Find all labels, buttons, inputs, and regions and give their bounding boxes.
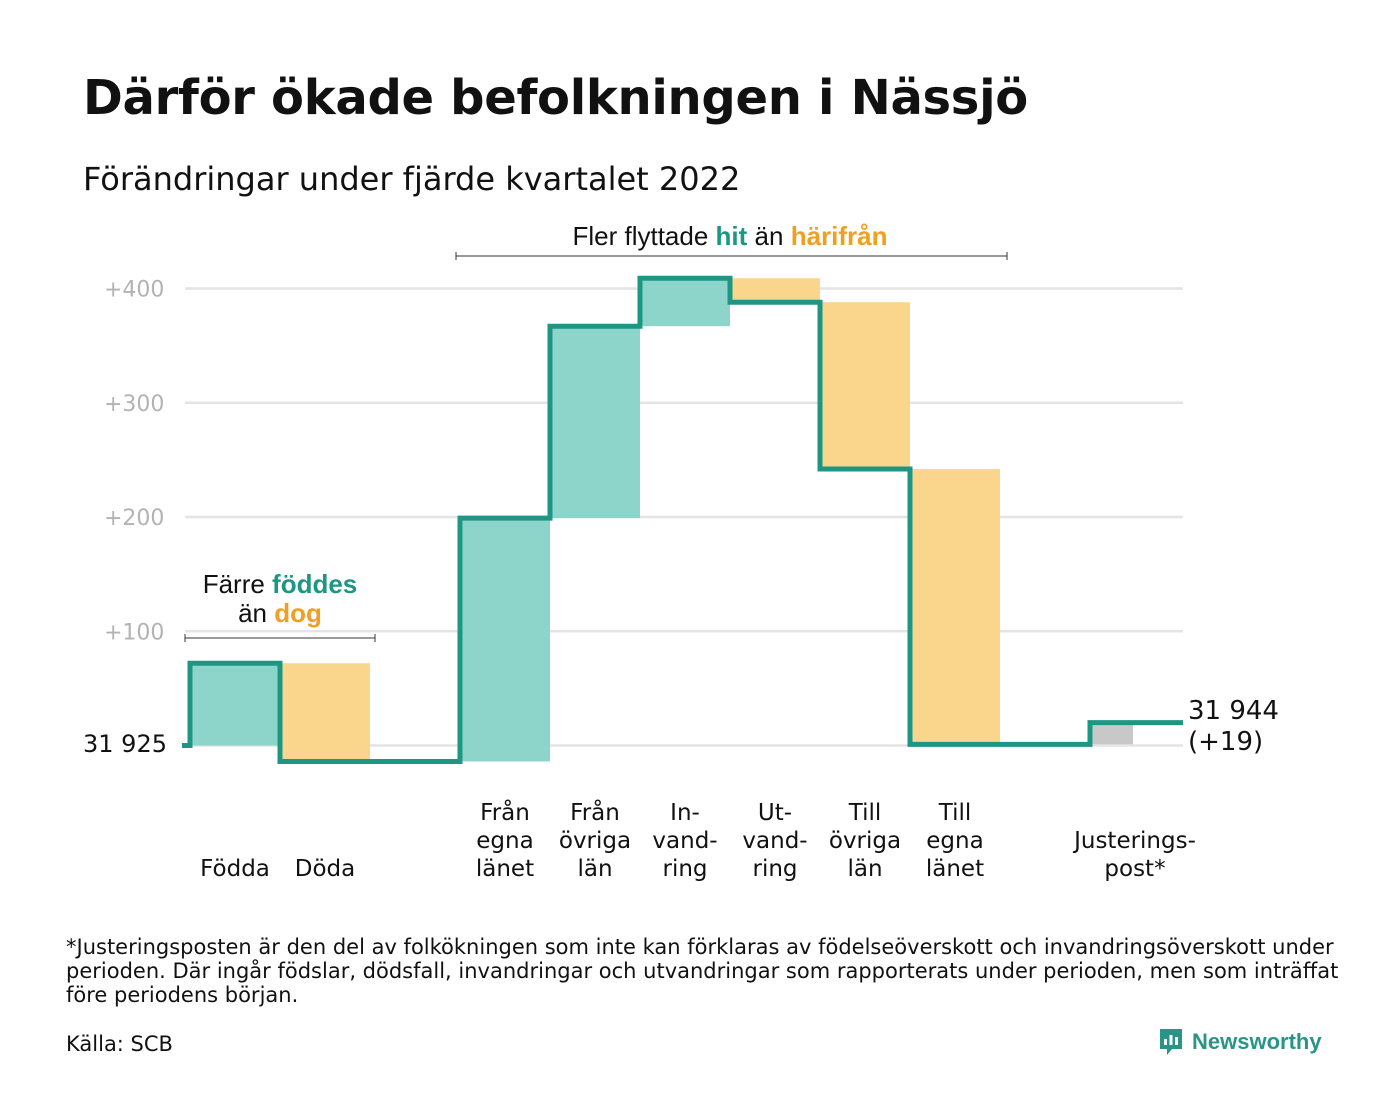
category-label: Födda — [200, 856, 270, 882]
annotation-part: än — [747, 221, 790, 251]
y-tick-label: +400 — [104, 278, 164, 303]
cumulative-step-line — [182, 275, 1183, 764]
end-value-label: 31 944 — [1188, 696, 1279, 726]
start-value-label: 31 925 — [83, 730, 167, 758]
annotation-part: Färre — [203, 569, 272, 599]
category-label: övriga — [559, 828, 631, 854]
brand-name: Newsworthy — [1192, 1029, 1322, 1054]
category-label: egna — [926, 828, 983, 854]
bar — [640, 278, 730, 327]
annotation-part: härifrån — [791, 221, 888, 251]
category-label: länet — [926, 856, 984, 882]
category-label: län — [577, 856, 612, 882]
bar — [460, 518, 550, 762]
annotation-births-deaths: Färre föddes — [203, 569, 358, 599]
bar — [550, 326, 640, 519]
y-tick-label: +300 — [104, 392, 164, 417]
y-tick-label: +100 — [104, 620, 164, 645]
annotation-part: dog — [274, 598, 322, 628]
category-label: ring — [752, 856, 797, 882]
annotation-part: föddes — [272, 569, 357, 599]
y-tick-label: +200 — [104, 506, 164, 531]
category-label: post* — [1104, 856, 1165, 882]
source-note: Källa: SCB — [66, 1032, 173, 1056]
bar — [730, 278, 820, 303]
footnote: *Justeringsposten är den del av folkökni… — [66, 935, 1339, 1007]
bar — [910, 469, 1000, 745]
bar — [190, 663, 280, 746]
category-label: Justerings- — [1072, 828, 1196, 854]
page-subtitle: Förändringar under fjärde kvartalet 2022 — [83, 160, 741, 198]
category-label: egna — [476, 828, 533, 854]
page-title: Därför ökade befolkningen i Nässjö — [83, 70, 1028, 126]
category-label: Ut- — [758, 800, 792, 826]
category-label: vand- — [742, 828, 807, 854]
bar — [820, 302, 910, 470]
category-label: Döda — [295, 856, 355, 882]
category-label: övriga — [829, 828, 901, 854]
category-label: länet — [476, 856, 534, 882]
annotation-births-deaths-line2: än dog — [238, 598, 322, 628]
bar — [280, 663, 370, 762]
category-label: län — [847, 856, 882, 882]
annotation-migration: Fler flyttade hit än härifrån — [572, 221, 887, 251]
newsworthy-logo-icon — [1160, 1029, 1182, 1055]
brand-logo: Newsworthy — [1158, 1027, 1322, 1057]
annotation-part: än — [238, 598, 274, 628]
category-label: Från — [570, 798, 620, 826]
category-label: Från — [480, 798, 530, 826]
category-label: Till — [848, 800, 882, 826]
category-label: In- — [670, 800, 700, 826]
step-line — [182, 275, 1183, 764]
category-label: ring — [662, 856, 707, 882]
bars — [190, 278, 1133, 762]
annotation-part: Fler flyttade — [572, 221, 715, 251]
category-label: Till — [938, 800, 972, 826]
end-change-label: (+19) — [1188, 727, 1263, 757]
category-label: vand- — [652, 828, 717, 854]
annotation-part: hit — [716, 221, 748, 251]
bar — [1090, 722, 1133, 745]
